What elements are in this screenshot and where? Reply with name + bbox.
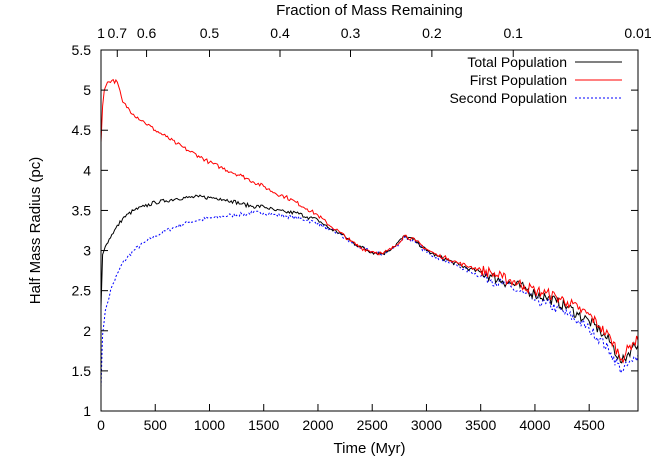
y-tick-label: 1.5 — [72, 363, 92, 379]
y-tick-label: 4 — [83, 162, 91, 178]
x-tick-label: 4000 — [519, 417, 550, 433]
series-line-1 — [100, 78, 639, 364]
x-tick-label: 3000 — [411, 417, 442, 433]
y-tick-label: 5 — [83, 82, 91, 98]
x-tick-label: 2500 — [357, 417, 388, 433]
y-tick-label: 2 — [83, 323, 91, 339]
legend-label-0: Total Population — [467, 54, 567, 70]
x-tick-label: 2000 — [302, 417, 333, 433]
x2-tick-label: 0.1 — [504, 25, 524, 41]
x2-tick-label: 0.01 — [624, 25, 651, 41]
x-tick-label: 3500 — [465, 417, 496, 433]
x-axis-label: Time (Myr) — [334, 440, 406, 457]
x2-tick-label: 0.3 — [341, 25, 361, 41]
x2-tick-label: 0.4 — [270, 25, 290, 41]
legend-label-1: First Population — [470, 72, 567, 88]
axes-layer: 0 500 1000 1500 2000 2500 3000 3500 4000 4500 1 1.5… — [72, 25, 652, 433]
series-layer — [100, 78, 639, 387]
x-tick-label: 1000 — [194, 417, 225, 433]
plot-frame — [100, 49, 639, 412]
y-tick-label: 4.5 — [72, 122, 92, 138]
x2-tick-label: 0.6 — [137, 25, 157, 41]
y-tick-label: 2.5 — [72, 283, 92, 299]
x-tick-label: 4500 — [574, 417, 605, 433]
y-tick-label: 3.5 — [72, 202, 92, 218]
x-tick-label: 500 — [144, 417, 168, 433]
legend: Total Population First Population Second P… — [449, 54, 622, 106]
top-axis-label: Fraction of Mass Remaining — [276, 2, 463, 19]
y-axis-label: Half Mass Radius (pc) — [27, 157, 44, 305]
legend-label-2: Second Population — [449, 90, 567, 106]
x2-tick-label: 0.7 — [108, 25, 128, 41]
x2-tick-label: 0.5 — [200, 25, 220, 41]
x2-tick-label: 1 — [97, 25, 105, 41]
series-line-0 — [100, 194, 639, 364]
y-tick-label: 3 — [83, 243, 91, 259]
x2-tick-label: 0.2 — [422, 25, 442, 41]
x-tick-label: 0 — [97, 417, 105, 433]
x-tick-label: 1500 — [248, 417, 279, 433]
y-tick-label: 5.5 — [72, 42, 92, 58]
y-tick-label: 1 — [83, 403, 91, 419]
